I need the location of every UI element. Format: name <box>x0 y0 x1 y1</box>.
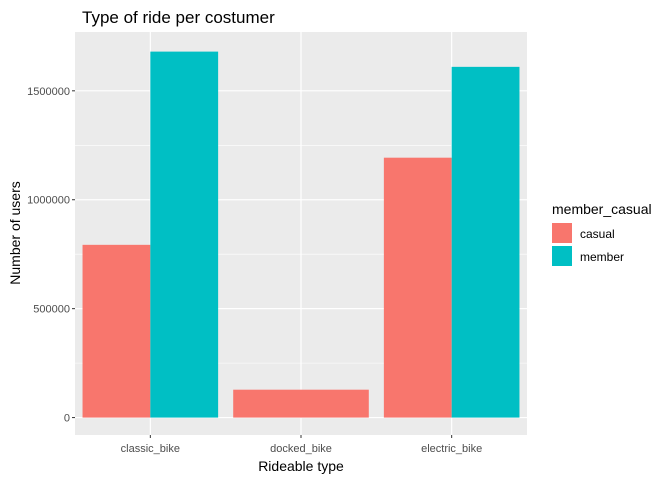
legend-label-member: member <box>580 250 624 264</box>
legend-label-casual: casual <box>580 227 615 241</box>
y-tick-label: 1000000 <box>27 195 70 207</box>
x-tick-label-electric_bike: electric_bike <box>421 443 482 455</box>
bar-member-classic_bike <box>150 51 219 418</box>
y-tick-label: 1500000 <box>27 86 70 98</box>
x-tick-label-classic_bike: classic_bike <box>121 443 180 455</box>
bar-casual-classic_bike <box>82 244 151 418</box>
y-tick-label: 0 <box>64 413 70 425</box>
bars <box>82 51 520 418</box>
y-tick-label: 500000 <box>33 304 70 316</box>
y-axis-ticks: 0 500000 1000000 1500000 <box>27 86 75 425</box>
legend-title: member_casual <box>552 201 652 217</box>
bar-casual-docked_bike <box>233 389 369 418</box>
bar-member-electric_bike <box>451 66 520 418</box>
legend-key-member <box>552 246 572 266</box>
legend-key-casual <box>552 223 572 243</box>
chart-title: Type of ride per costumer <box>82 8 275 27</box>
x-tick-label-docked_bike: docked_bike <box>270 443 332 455</box>
y-axis-title: Number of users <box>7 181 23 284</box>
legend: member_casual casual member <box>552 201 652 266</box>
x-axis-title: Rideable type <box>258 458 344 474</box>
bar-casual-electric_bike <box>383 157 452 418</box>
x-axis-ticks: classic_bike docked_bike electric_bike <box>121 435 482 455</box>
